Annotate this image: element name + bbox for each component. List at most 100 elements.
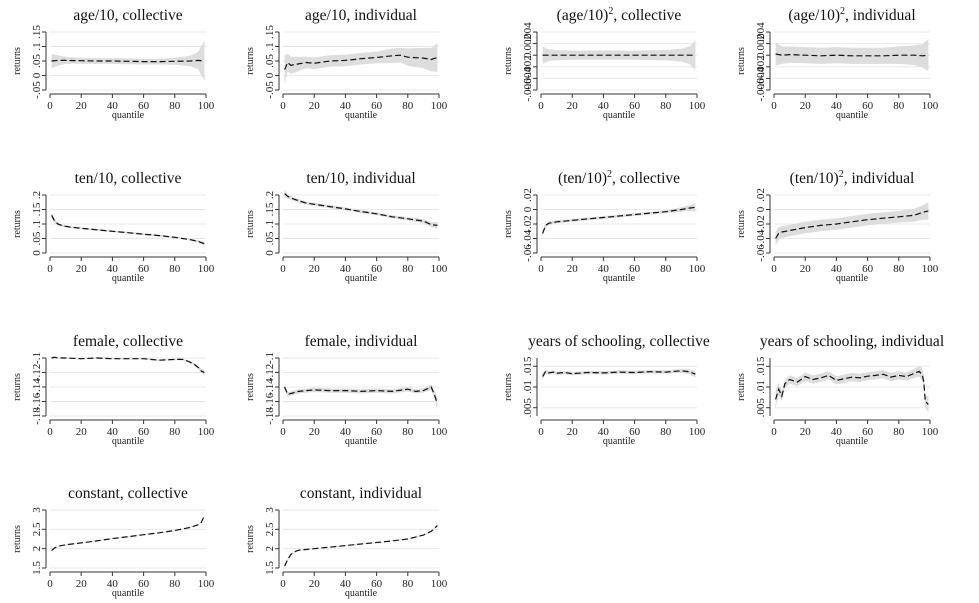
x-tick-label: 80 (893, 426, 905, 438)
y-tick-label: -.1 (264, 352, 276, 364)
y-tick-label: -.16 (264, 392, 276, 410)
x-tick-label: 100 (431, 578, 448, 590)
y-tick-label: .002 (522, 34, 534, 53)
x-tick-label: 80 (402, 578, 414, 590)
panel-title-main: years of schooling, collective (528, 333, 710, 350)
y-tick-label: .015 (522, 356, 534, 376)
x-tick-label: 80 (660, 426, 672, 438)
x-tick-label: 100 (689, 100, 706, 112)
panel-title-main: constant, individual (300, 485, 422, 502)
x-tick-label: 60 (629, 100, 641, 112)
y-tick-label: 0 (522, 52, 534, 58)
panel-title-main: age/10, individual (305, 7, 417, 24)
y-axis-label: returns (245, 373, 256, 401)
chart-panel-2: age/10, individual -.05 0 .05 .1 .15 returns 0 2… (245, 7, 448, 121)
x-axis-label: quantile (836, 110, 869, 121)
y-axis-label: returns (245, 525, 256, 553)
y-tick-label: -.14 (31, 378, 43, 396)
panel-title-main: female, collective (73, 333, 183, 350)
y-tick-label: -.12 (264, 364, 276, 381)
x-tick-label: 80 (893, 263, 905, 275)
y-tick-label: .05 (264, 54, 276, 68)
panel-title-main: (ten/10) (790, 170, 839, 187)
panel-title-main: female, individual (305, 333, 418, 350)
y-tick-label: 1.5 (31, 561, 43, 575)
x-tick-label: 40 (598, 263, 610, 275)
panel-title: ten/10, individual (306, 170, 415, 187)
x-axis-label: quantile (112, 436, 145, 447)
x-tick-label: 60 (138, 100, 150, 112)
panel-title-suffix: , collective (613, 7, 681, 24)
panel-title: constant, collective (68, 485, 188, 502)
x-tick-label: 80 (169, 578, 181, 590)
x-tick-label: 20 (800, 263, 812, 275)
panel-title-superscript: 2 (607, 169, 612, 180)
x-tick-label: 80 (169, 426, 181, 438)
x-tick-label: 0 (771, 100, 777, 112)
panel-title-main: ten/10, individual (306, 170, 415, 187)
panel-title: years of schooling, collective (528, 333, 710, 350)
x-tick-label: 40 (107, 263, 119, 275)
y-tick-label: 2.5 (31, 522, 43, 536)
panel-title-main: (age/10) (788, 7, 840, 24)
panel-title: female, individual (305, 333, 418, 350)
chart-panel-14: constant, individual 1.5 2 2.5 3 returns 0 20 40… (245, 485, 448, 599)
estimate-line (51, 515, 205, 552)
estimate-line (284, 386, 438, 404)
confidence-band (542, 203, 696, 237)
x-axis-label: quantile (345, 436, 378, 447)
y-tick-label: -.02 (755, 215, 767, 232)
panel-title: (age/10)2, individual (788, 6, 915, 24)
y-tick-label: .1 (264, 42, 276, 50)
panel-title-superscript: 2 (608, 6, 613, 17)
confidence-band (51, 212, 205, 246)
confidence-band (284, 43, 438, 85)
y-tick-label: .01 (755, 380, 767, 394)
y-tick-label: 0 (522, 206, 534, 212)
y-axis-label: returns (736, 210, 747, 238)
y-tick-label: .004 (755, 22, 767, 42)
chart-panel-9: female, collective -.18-.16-.14-.12-.1 ret… (12, 333, 215, 447)
x-tick-label: 60 (862, 426, 874, 438)
y-tick-label: .005 (755, 398, 767, 418)
x-axis-label: quantile (112, 273, 145, 284)
panel-title: constant, individual (300, 485, 422, 502)
x-tick-label: 40 (831, 426, 843, 438)
panel-title-suffix: , collective (612, 170, 680, 187)
x-tick-label: 0 (280, 263, 286, 275)
x-tick-label: 80 (660, 263, 672, 275)
panel-title: ten/10, collective (75, 170, 182, 187)
panel-title-superscript: 2 (840, 6, 845, 17)
y-tick-label: -.002 (755, 55, 767, 78)
panel-title: female, collective (73, 333, 183, 350)
panel-title: age/10, individual (305, 7, 417, 24)
y-tick-label: 2 (31, 546, 43, 552)
y-axis-label: returns (12, 525, 23, 553)
y-axis-label: returns (503, 210, 514, 238)
x-tick-label: 20 (309, 578, 321, 590)
y-tick-label: 3 (264, 507, 276, 513)
y-tick-label: .2 (31, 191, 43, 199)
x-tick-label: 60 (862, 100, 874, 112)
y-tick-label: .1 (31, 42, 43, 50)
y-tick-label: .05 (264, 231, 276, 245)
estimate-line (284, 525, 438, 567)
y-axis-label: returns (736, 373, 747, 401)
x-axis-label: quantile (603, 273, 636, 284)
x-tick-label: 20 (567, 426, 579, 438)
y-tick-label: .02 (755, 188, 767, 202)
y-tick-label: -.006 (755, 78, 767, 101)
x-axis-label: quantile (345, 273, 378, 284)
x-tick-label: 40 (831, 263, 843, 275)
x-axis-label: quantile (603, 110, 636, 121)
confidence-band (284, 524, 438, 568)
y-tick-label: -.18 (31, 407, 43, 425)
x-tick-label: 60 (371, 578, 383, 590)
y-tick-label: -.05 (31, 81, 43, 99)
panel-title-main: age/10, collective (73, 7, 182, 24)
x-tick-label: 20 (309, 263, 321, 275)
x-tick-label: 40 (340, 578, 352, 590)
x-tick-label: 60 (138, 426, 150, 438)
y-tick-label: -.04 (755, 229, 767, 247)
